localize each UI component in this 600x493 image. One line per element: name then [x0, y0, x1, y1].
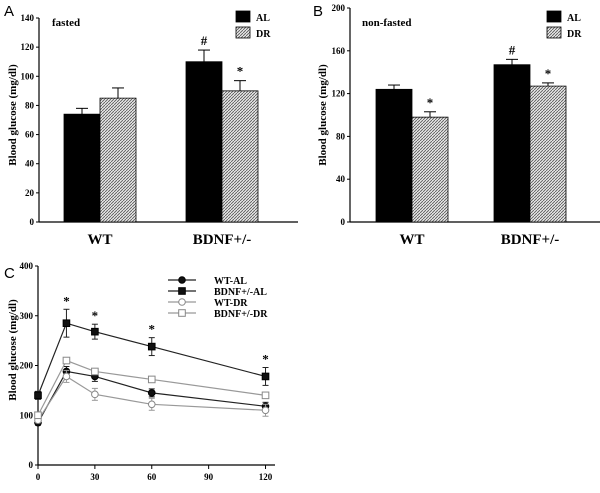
data-point — [147, 342, 156, 351]
significance-marker: * — [262, 351, 269, 366]
data-point — [261, 372, 270, 381]
significance-marker: * — [92, 308, 99, 323]
legend-swatch — [546, 26, 562, 39]
y-tick-label: 0 — [29, 460, 34, 470]
legend-marker — [178, 276, 186, 284]
category-label: BDNF+/- — [501, 232, 560, 248]
y-tick-label: 100 — [21, 71, 35, 81]
data-point — [147, 400, 156, 409]
legend-label: BDNF+/-AL — [214, 287, 267, 298]
y-tick-label: 60 — [25, 130, 35, 140]
y-tick-label: 160 — [332, 46, 346, 56]
y-tick-label: 140 — [21, 13, 35, 23]
legend-marker — [178, 298, 186, 306]
y-tick-label: 80 — [25, 100, 35, 110]
data-point — [34, 411, 42, 420]
significance-marker: # — [509, 42, 516, 57]
legend-label: DR — [256, 29, 271, 40]
significance-marker: * — [63, 293, 70, 308]
legend-label: WT-DR — [214, 298, 248, 309]
condition-label: fasted — [52, 17, 80, 29]
category-label: WT — [87, 232, 112, 248]
data-point — [62, 356, 71, 365]
data-point — [147, 375, 156, 384]
x-tick-label: 120 — [259, 472, 273, 482]
y-tick-label: 80 — [336, 131, 346, 141]
y-axis-label: Blood glucose (mg/dl) — [7, 64, 19, 166]
y-tick-label: 200 — [20, 361, 34, 371]
bar — [99, 97, 137, 223]
data-point — [147, 389, 156, 397]
chart-panel-c: Blood glucose (mg/dl) 0 100 200 300 400 0 30 60… — [7, 261, 275, 482]
significance-marker: # — [201, 33, 208, 48]
category-label: BDNF+/- — [193, 232, 252, 248]
legend-label: DR — [567, 29, 582, 40]
category-label: WT — [399, 232, 424, 248]
y-tick-label: 300 — [20, 311, 34, 321]
data-point — [62, 319, 71, 328]
legend-swatch — [546, 10, 562, 23]
significance-marker: * — [427, 95, 434, 110]
y-tick-label: 120 — [21, 42, 35, 52]
y-tick-label: 40 — [336, 174, 346, 184]
legend-label: BDNF+/-DR — [214, 309, 268, 320]
data-point — [261, 391, 270, 400]
legend-swatch — [235, 10, 251, 23]
bar — [375, 88, 413, 223]
y-tick-label: 20 — [25, 188, 35, 198]
data-point — [34, 391, 42, 400]
x-tick-label: 30 — [90, 472, 100, 482]
chart-panel-a: fasted Blood glucose (mg/dl) 0 20 40 60 80 10… — [7, 10, 298, 248]
y-tick-label: 200 — [332, 3, 346, 13]
data-point — [62, 372, 71, 381]
bar — [529, 85, 567, 223]
bar — [185, 61, 223, 223]
data-point — [91, 367, 99, 376]
legend-swatch — [235, 26, 251, 39]
x-tick-label: 90 — [204, 472, 214, 482]
bar — [493, 64, 531, 223]
y-tick-label: 40 — [25, 159, 35, 169]
y-tick-label: 400 — [20, 261, 34, 271]
legend-label: AL — [567, 13, 581, 24]
panel-letter-b: B — [313, 3, 323, 20]
y-tick-label: 100 — [20, 410, 34, 420]
significance-marker: * — [237, 64, 244, 79]
panel-letter-a: A — [4, 3, 14, 20]
bar — [221, 90, 259, 223]
significance-marker: * — [149, 322, 156, 337]
x-tick-label: 60 — [147, 472, 157, 482]
legend-label: WT-AL — [214, 276, 247, 287]
y-tick-label: 120 — [332, 89, 346, 99]
bar — [411, 116, 449, 223]
y-tick-label: 0 — [30, 217, 35, 227]
data-point — [91, 390, 99, 399]
bar — [63, 113, 101, 223]
chart-panel-b: non-fasted Blood glucose (mg/dl) 0 40 80 12… — [317, 3, 600, 248]
condition-label: non-fasted — [362, 17, 412, 29]
legend-marker — [178, 309, 186, 317]
y-tick-label: 0 — [341, 217, 346, 227]
significance-marker: * — [545, 66, 552, 81]
data-point — [261, 406, 270, 415]
x-tick-label: 0 — [36, 472, 41, 482]
legend-marker — [178, 287, 186, 295]
panel-letter-c: C — [4, 265, 15, 282]
y-axis-label: Blood glucose (mg/dl) — [317, 64, 329, 166]
legend-label: AL — [256, 13, 270, 24]
data-point — [91, 327, 99, 336]
y-axis-label: Blood glucose (mg/dl) — [7, 299, 19, 401]
